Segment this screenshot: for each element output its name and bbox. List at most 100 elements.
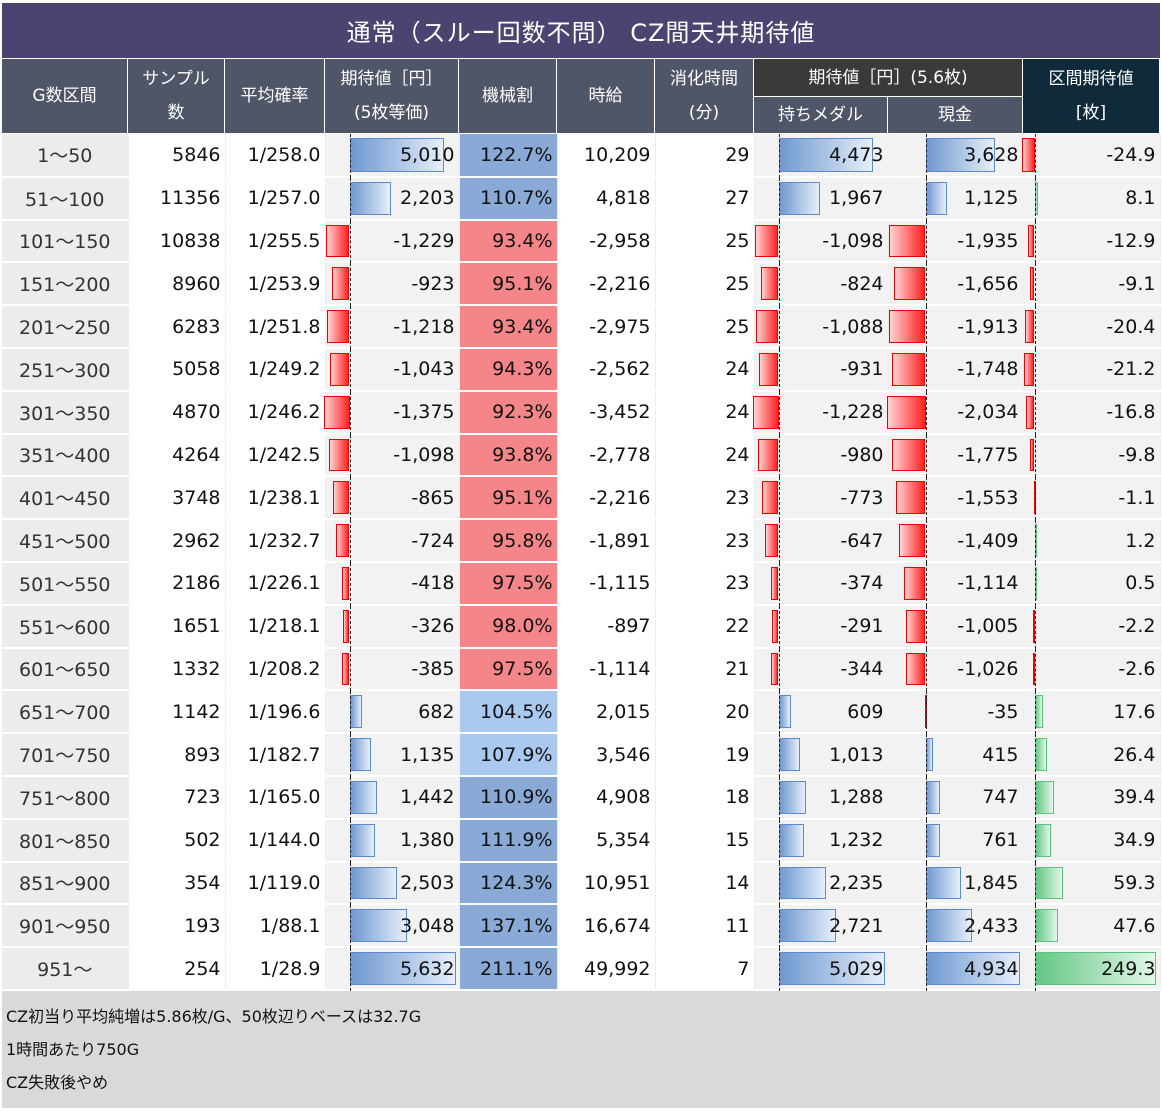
cell-value: 16,674	[584, 914, 651, 937]
bar-axis	[1034, 862, 1036, 906]
cell-value: 682	[418, 700, 455, 723]
cell-value: 761	[982, 829, 1019, 852]
data-bar	[1028, 224, 1035, 258]
header-kikai: 機械割	[459, 58, 557, 133]
cell-value: -1,218	[393, 315, 455, 338]
bar-axis	[1034, 734, 1036, 777]
data-bar	[349, 738, 371, 771]
cell-value: 3,048	[400, 914, 455, 937]
cell-time: 24	[655, 433, 755, 478]
data-bar	[761, 267, 779, 301]
header-time: 消化時間 (分)	[655, 58, 754, 133]
cell-value: 25	[725, 315, 750, 338]
cell-value: -1,228	[822, 401, 884, 424]
table-title: 通常（スルー回数不問） CZ間天井期待値	[2, 3, 1160, 58]
bar-axis	[1034, 177, 1036, 221]
data-bar	[326, 310, 350, 343]
cell-value: 10,951	[584, 871, 651, 894]
cell-value: -2.2	[1118, 615, 1156, 638]
data-bar	[1034, 823, 1052, 857]
cell-prob: 1/182.7	[225, 733, 326, 777]
cell-value: 1/182.7	[247, 743, 321, 766]
cell-value: -1,043	[393, 358, 455, 381]
bar-axis	[925, 819, 927, 863]
cell-jikyu: -2,958	[557, 219, 656, 264]
data-bar	[778, 138, 873, 172]
note: CZ失敗後やめ	[6, 1073, 109, 1092]
cell-value: 1/255.5	[247, 229, 321, 252]
data-bar	[772, 609, 779, 643]
cell-value: 254	[184, 957, 221, 980]
cell-value: 21	[725, 657, 750, 680]
cell-prob: 1/255.5	[225, 219, 326, 264]
bar-axis	[1034, 348, 1036, 392]
cell-prob: 1/258.0	[225, 134, 326, 178]
cell-cash: -35	[888, 690, 1024, 735]
cell-interval: 26.4	[1023, 733, 1161, 777]
cell-sample: 1332	[128, 647, 226, 692]
cell-time: 22	[655, 604, 755, 649]
cell-cash: -1,409	[888, 519, 1024, 563]
cell-medal: 4,473	[754, 134, 889, 178]
data-bar	[778, 181, 820, 215]
cell-value: -3,452	[589, 401, 651, 424]
cell-value: 151〜200	[18, 274, 111, 297]
cell-ev: -1,098	[325, 433, 460, 478]
cell-value: 3748	[172, 486, 221, 509]
bar-axis	[1034, 605, 1036, 649]
cell-value: 8960	[172, 272, 221, 295]
cell-value: 1/88.1	[259, 914, 321, 937]
cell-time: 18	[655, 775, 755, 820]
cell-value: 1/238.1	[247, 486, 321, 509]
bar-axis	[349, 434, 351, 478]
cell-value: 4,908	[596, 786, 651, 809]
cell-sample: 11356	[128, 176, 226, 221]
cell-value: 10,209	[584, 143, 651, 166]
cell-value: 1/119.0	[247, 871, 321, 894]
cell-value: 98.0%	[492, 615, 553, 638]
cell-value: 1/218.1	[247, 615, 321, 638]
data-bar	[925, 952, 1020, 985]
bar-axis	[778, 348, 780, 392]
cell-value: 251〜300	[18, 359, 111, 382]
cell-interval: -12.9	[1023, 219, 1161, 264]
bar-axis	[778, 391, 780, 435]
data-bar	[328, 438, 350, 472]
cell-time: 24	[655, 347, 755, 392]
bar-axis	[778, 605, 780, 649]
bar-axis	[925, 177, 927, 221]
data-bar	[752, 395, 779, 429]
data-bar	[886, 395, 926, 429]
cell-sample: 6283	[128, 305, 226, 349]
data-bar	[755, 224, 779, 258]
cell-value: 4,473	[829, 143, 884, 166]
bar-axis	[349, 263, 351, 307]
cell-g-range: 151〜200	[2, 262, 129, 307]
cell-value: 1/232.7	[247, 529, 321, 552]
cell-value: 2186	[172, 572, 221, 595]
cell-cash: 4,934	[888, 947, 1024, 991]
cell-g-range: 351〜400	[2, 433, 129, 478]
cell-value: 301〜350	[18, 402, 111, 425]
cell-cash: -1,935	[888, 219, 1024, 264]
cell-ev: 3,048	[325, 904, 460, 949]
table-row: 151〜200 8960 1/253.9 -923 95.1% -2,216 25 -824 -…	[2, 262, 1161, 307]
cell-value: 59.3	[1113, 871, 1156, 894]
cell-value: 27	[725, 187, 750, 210]
data-bar	[771, 652, 779, 686]
cell-value: 107.9%	[480, 743, 553, 766]
cell-interval: 1.2	[1023, 519, 1161, 563]
data-bar	[889, 310, 926, 343]
cell-time: 25	[655, 262, 755, 307]
cell-value: -385	[411, 657, 455, 680]
data-bar	[1026, 395, 1035, 429]
cell-value: 415	[982, 743, 1019, 766]
cell-prob: 1/246.2	[225, 390, 326, 435]
cell-jikyu: -2,216	[557, 476, 656, 521]
bar-axis	[349, 348, 351, 392]
header-jikyu: 時給	[557, 58, 655, 133]
table-row: 951〜 254 1/28.9 5,632 211.1% 49,992 7 5,029 4,93…	[2, 947, 1161, 991]
cell-value: 7	[737, 957, 750, 980]
bar-axis	[1034, 306, 1036, 349]
cell-value: -2,958	[589, 229, 651, 252]
